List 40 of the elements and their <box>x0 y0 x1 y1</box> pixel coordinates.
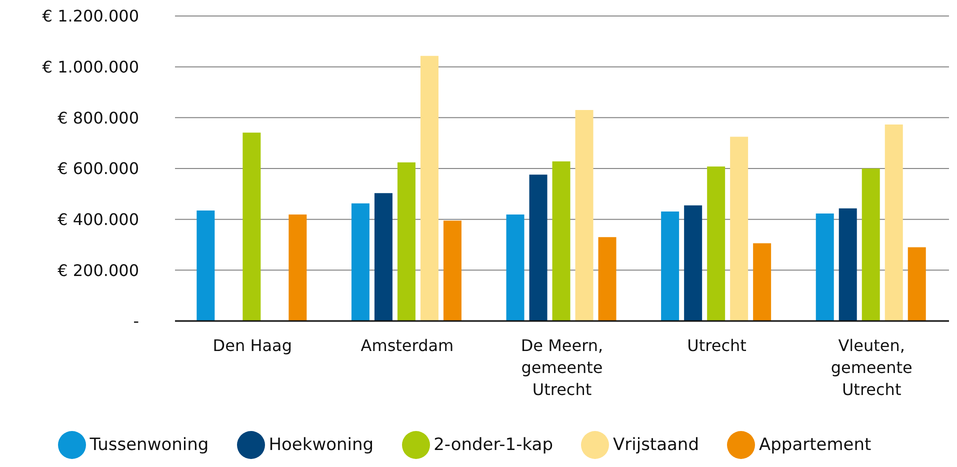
legend-label: Vrijstaand <box>613 434 699 455</box>
bar <box>443 220 462 321</box>
y-tick-label: € 200.000 <box>58 260 139 280</box>
bar <box>598 237 616 321</box>
bar <box>351 203 370 321</box>
bar <box>575 110 594 321</box>
bar <box>288 214 307 321</box>
bar <box>707 166 726 321</box>
x-tick-label: De Meern, gemeente Utrecht <box>520 336 604 399</box>
bar <box>884 124 903 321</box>
bar <box>838 208 857 321</box>
bar <box>420 56 438 321</box>
bar <box>242 132 261 321</box>
bar <box>753 243 772 321</box>
y-tick-label: - <box>133 312 139 331</box>
bar <box>552 161 570 321</box>
x-tick-label: Den Haag <box>212 336 292 355</box>
legend-label: 2-onder-1-kap <box>434 434 553 455</box>
x-tick-label: Vleuten, gemeente Utrecht <box>830 336 912 399</box>
bar <box>816 213 834 321</box>
y-tick-label: € 600.000 <box>58 159 139 178</box>
y-tick-label: € 400.000 <box>58 210 139 230</box>
bar <box>730 136 748 321</box>
bar <box>397 162 416 321</box>
bar <box>374 193 392 321</box>
y-tick-label: € 1.000.000 <box>42 58 139 77</box>
y-tick-label: € 800.000 <box>58 108 139 128</box>
bar <box>661 211 680 321</box>
x-tick-label: Utrecht <box>687 336 746 355</box>
bar <box>196 210 215 321</box>
legend-label: Hoekwoning <box>268 434 374 455</box>
bar <box>684 205 702 321</box>
bar <box>506 214 524 321</box>
legend-label: Appartement <box>759 434 872 455</box>
legend-label: Tussenwoning <box>90 434 209 455</box>
y-tick-label: € 1.200.000 <box>42 6 139 26</box>
bar <box>862 168 880 321</box>
bar <box>529 174 548 321</box>
bar <box>908 247 926 321</box>
x-tick-label: Amsterdam <box>360 336 454 355</box>
